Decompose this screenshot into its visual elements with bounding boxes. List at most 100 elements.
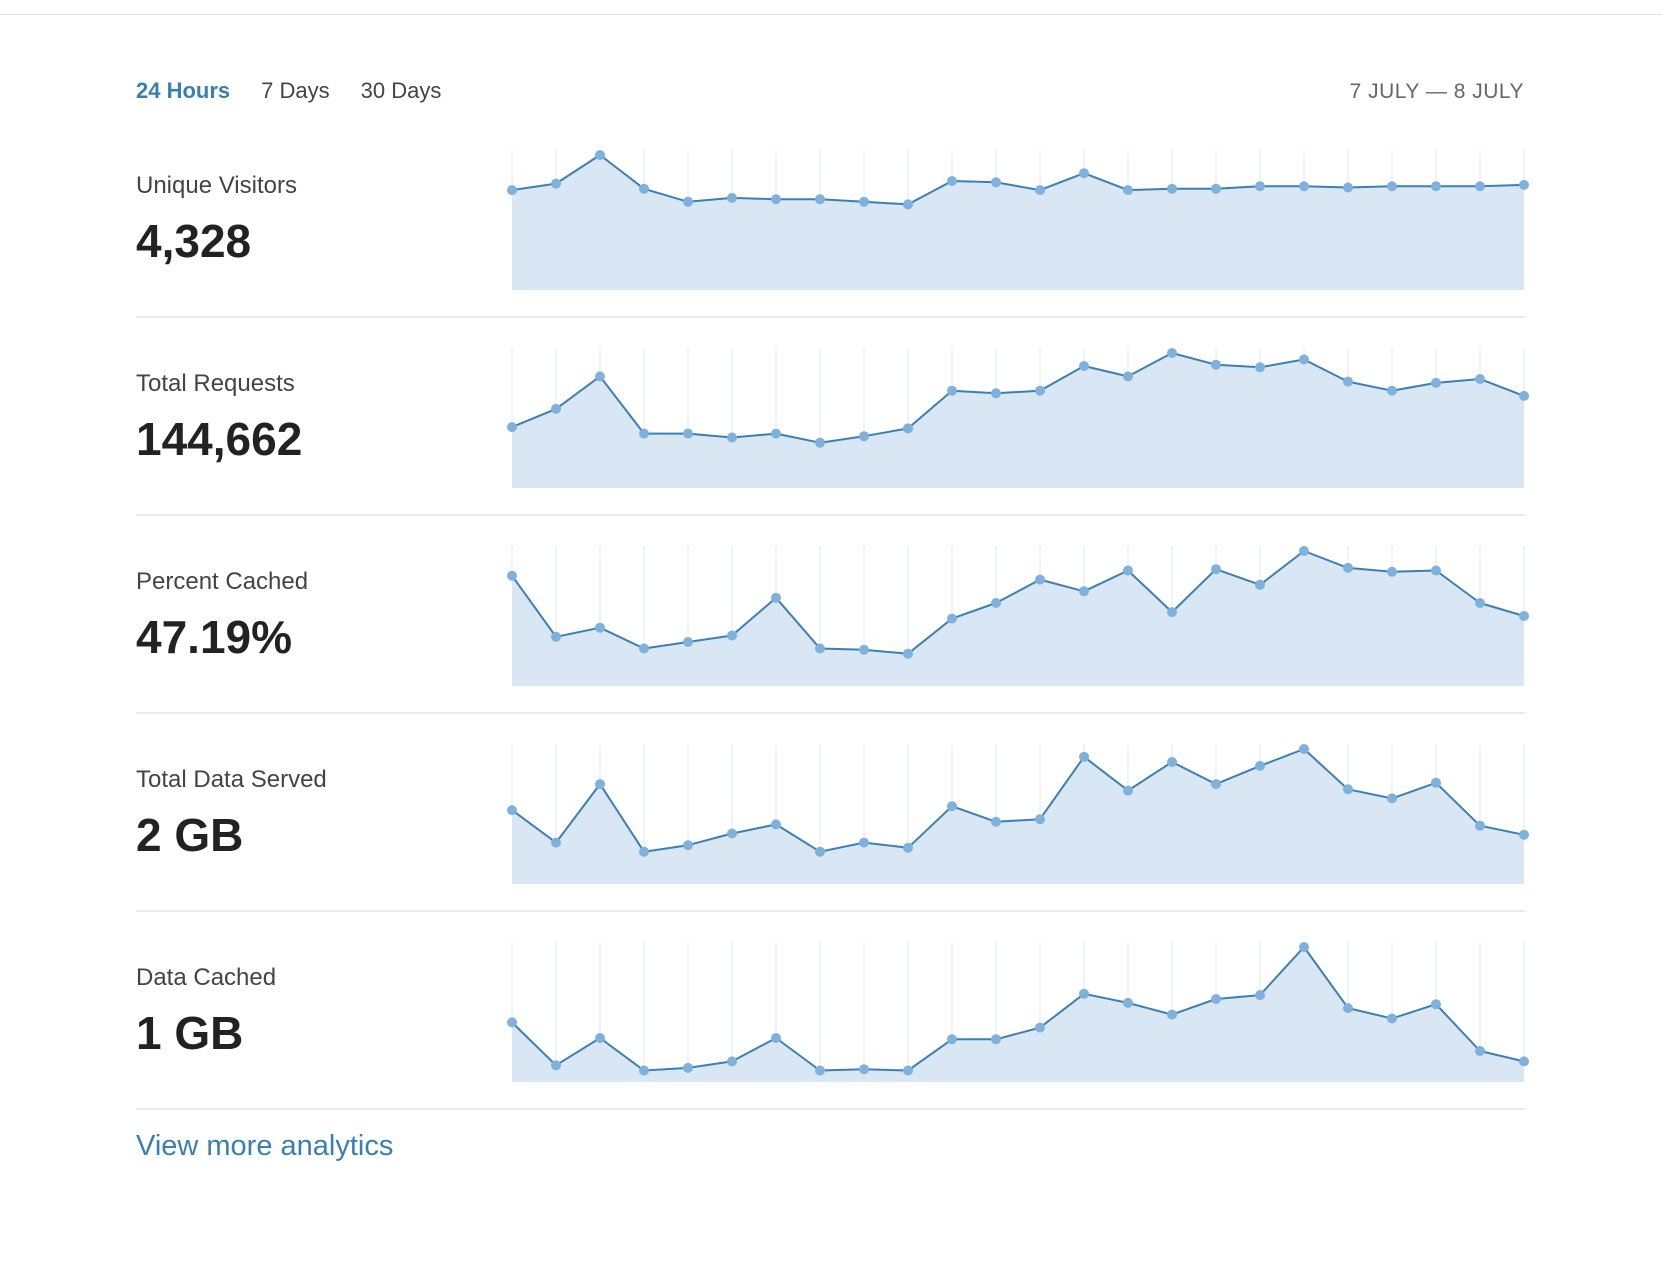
data-point	[1123, 185, 1133, 196]
unique-visitors-sparkline	[507, 150, 1529, 290]
series-line	[511, 550, 1525, 655]
data-point	[1519, 611, 1529, 621]
data-point	[1123, 565, 1133, 576]
data-point	[1035, 1022, 1045, 1033]
tab-30-days[interactable]: 30 Days	[360, 78, 442, 103]
metric-value: 2 GB	[136, 809, 244, 861]
series-line	[511, 946, 1525, 1072]
data-point	[1299, 942, 1309, 952]
data-point	[771, 819, 781, 830]
data-point	[859, 1064, 869, 1075]
data-point	[595, 779, 605, 790]
area-fill	[512, 749, 1524, 884]
time-range-tabs: 24 Hours 7 Days 30 Days	[136, 78, 441, 104]
data-point	[1255, 362, 1265, 373]
data-point	[1123, 371, 1133, 382]
data-point	[551, 1060, 561, 1071]
data-point	[1343, 784, 1353, 795]
row-divider	[136, 910, 1525, 912]
data-point	[1431, 565, 1441, 576]
tab-7-days[interactable]: 7 Days	[261, 78, 330, 103]
data-cached-sparkline	[507, 942, 1529, 1082]
data-point	[947, 176, 957, 186]
data-point	[1431, 999, 1441, 1010]
tab-24-hours[interactable]: 24 Hours	[136, 78, 231, 103]
data-point	[507, 570, 517, 581]
data-point	[1079, 168, 1089, 179]
data-point	[727, 630, 737, 641]
data-point	[991, 816, 1001, 827]
data-point	[771, 428, 781, 439]
data-point	[991, 1034, 1001, 1045]
data-point	[1475, 181, 1485, 192]
data-point	[947, 613, 957, 624]
total-data-served-sparkline	[507, 744, 1529, 884]
data-point	[815, 437, 825, 448]
data-point	[903, 842, 913, 853]
series-line	[511, 154, 1525, 206]
data-point	[1387, 793, 1397, 804]
data-point	[771, 1033, 781, 1043]
data-point	[1431, 377, 1441, 388]
view-more-analytics-link[interactable]: View more analytics	[136, 1130, 394, 1162]
data-point	[1519, 829, 1529, 840]
data-point	[903, 423, 913, 434]
metric-label: Data Cached	[136, 964, 277, 991]
data-point	[1211, 183, 1221, 194]
data-point	[551, 631, 561, 642]
data-point	[1431, 777, 1441, 788]
data-point	[1167, 183, 1177, 194]
data-point	[595, 371, 605, 382]
total-requests-sparkline	[507, 348, 1529, 488]
data-point	[1519, 179, 1529, 190]
data-point	[551, 403, 561, 414]
data-point	[947, 385, 957, 396]
data-point	[1255, 181, 1265, 192]
data-point	[859, 644, 869, 655]
data-point	[1255, 990, 1265, 1001]
data-point	[1211, 564, 1221, 575]
data-point	[1387, 385, 1397, 396]
data-point	[595, 622, 605, 633]
data-point	[1167, 607, 1177, 618]
data-point	[903, 199, 913, 210]
metric-label: Total Data Served	[136, 766, 327, 793]
data-point	[991, 177, 1001, 188]
data-point	[991, 388, 1001, 399]
data-point	[595, 1033, 605, 1043]
row-divider	[136, 514, 1525, 516]
data-point	[1167, 757, 1177, 767]
metric-unique-visitors: Unique Visitors 4,328	[136, 150, 1529, 348]
metric-label: Percent Cached	[136, 568, 309, 595]
data-point	[815, 643, 825, 654]
area-fill	[512, 155, 1524, 290]
data-point	[1079, 751, 1089, 762]
data-point	[1343, 1003, 1353, 1014]
data-point	[1167, 348, 1177, 358]
data-point	[727, 192, 737, 203]
data-point	[1475, 374, 1485, 384]
data-point	[1211, 359, 1221, 370]
data-point	[1343, 562, 1353, 573]
row-divider	[136, 316, 1525, 318]
series-line	[511, 748, 1525, 853]
data-point	[1387, 566, 1397, 577]
data-point	[639, 1065, 649, 1076]
metric-total-data-served: Total Data Served 2 GB	[136, 744, 1529, 942]
data-point	[639, 183, 649, 194]
data-point	[903, 1065, 913, 1076]
data-point	[1343, 182, 1353, 193]
data-point	[1343, 376, 1353, 387]
data-point	[1079, 586, 1089, 597]
data-point	[815, 846, 825, 857]
metric-value: 144,662	[136, 413, 303, 465]
data-point	[551, 837, 561, 848]
series-line	[511, 352, 1525, 444]
data-point	[1255, 579, 1265, 590]
data-point	[859, 431, 869, 442]
metric-data-cached: Data Cached 1 GB	[136, 942, 1529, 1140]
row-divider	[136, 1108, 1525, 1110]
data-point	[1079, 361, 1089, 371]
metric-percent-cached: Percent Cached 47.19%	[136, 546, 1529, 744]
data-point	[771, 592, 781, 603]
